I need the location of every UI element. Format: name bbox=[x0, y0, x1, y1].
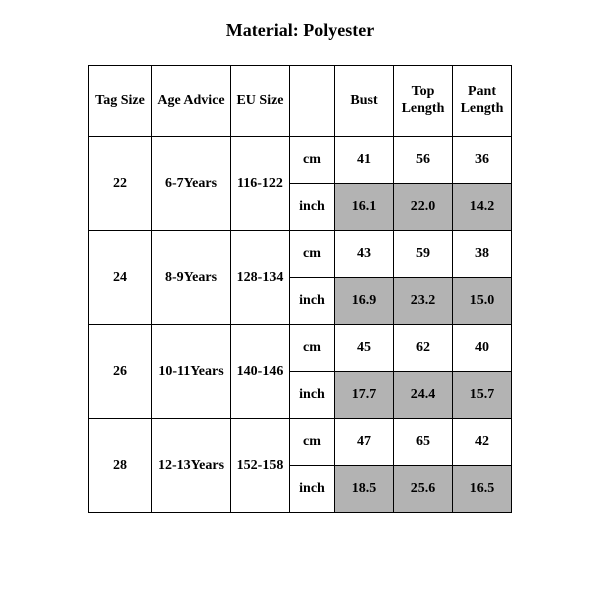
col-header-pant: Pant Length bbox=[453, 66, 512, 137]
cell-pant-cm: 42 bbox=[453, 419, 512, 466]
cell-tag: 28 bbox=[89, 419, 152, 513]
cell-pant-cm: 38 bbox=[453, 231, 512, 278]
cell-pant-cm: 40 bbox=[453, 325, 512, 372]
cell-bust-inch: 16.1 bbox=[335, 184, 394, 231]
cell-top-cm: 56 bbox=[394, 137, 453, 184]
cell-top-inch: 25.6 bbox=[394, 466, 453, 513]
cell-top-inch: 23.2 bbox=[394, 278, 453, 325]
table-row: 22 6-7Years 116-122 cm 41 56 36 bbox=[89, 137, 512, 184]
col-header-age: Age Advice bbox=[152, 66, 231, 137]
cell-eu: 116-122 bbox=[231, 137, 290, 231]
cell-unit-inch: inch bbox=[290, 466, 335, 513]
size-table: Tag Size Age Advice EU Size Bust Top Leng… bbox=[88, 65, 512, 513]
cell-top-cm: 65 bbox=[394, 419, 453, 466]
cell-age: 6-7Years bbox=[152, 137, 231, 231]
cell-bust-cm: 41 bbox=[335, 137, 394, 184]
page: Material: Polyester Tag Size Age Advice … bbox=[0, 0, 600, 600]
cell-eu: 128-134 bbox=[231, 231, 290, 325]
cell-age: 8-9Years bbox=[152, 231, 231, 325]
cell-unit-inch: inch bbox=[290, 184, 335, 231]
col-header-top: Top Length bbox=[394, 66, 453, 137]
cell-tag: 22 bbox=[89, 137, 152, 231]
table-row: 28 12-13Years 152-158 cm 47 65 42 bbox=[89, 419, 512, 466]
cell-tag: 26 bbox=[89, 325, 152, 419]
cell-unit-cm: cm bbox=[290, 137, 335, 184]
cell-eu: 140-146 bbox=[231, 325, 290, 419]
cell-top-cm: 59 bbox=[394, 231, 453, 278]
table-row: 26 10-11Years 140-146 cm 45 62 40 bbox=[89, 325, 512, 372]
cell-tag: 24 bbox=[89, 231, 152, 325]
cell-eu: 152-158 bbox=[231, 419, 290, 513]
col-header-top-l2: Length bbox=[402, 101, 445, 116]
table-header-row: Tag Size Age Advice EU Size Bust Top Leng… bbox=[89, 66, 512, 137]
page-title: Material: Polyester bbox=[0, 20, 600, 41]
cell-bust-inch: 16.9 bbox=[335, 278, 394, 325]
cell-age: 10-11Years bbox=[152, 325, 231, 419]
cell-pant-inch: 16.5 bbox=[453, 466, 512, 513]
cell-unit-inch: inch bbox=[290, 278, 335, 325]
cell-bust-inch: 18.5 bbox=[335, 466, 394, 513]
cell-unit-cm: cm bbox=[290, 231, 335, 278]
cell-pant-inch: 15.7 bbox=[453, 372, 512, 419]
col-header-eu: EU Size bbox=[231, 66, 290, 137]
cell-top-cm: 62 bbox=[394, 325, 453, 372]
cell-unit-cm: cm bbox=[290, 325, 335, 372]
table-row: 24 8-9Years 128-134 cm 43 59 38 bbox=[89, 231, 512, 278]
cell-unit-inch: inch bbox=[290, 372, 335, 419]
cell-bust-inch: 17.7 bbox=[335, 372, 394, 419]
cell-unit-cm: cm bbox=[290, 419, 335, 466]
cell-pant-inch: 15.0 bbox=[453, 278, 512, 325]
cell-top-inch: 22.0 bbox=[394, 184, 453, 231]
col-header-bust: Bust bbox=[335, 66, 394, 137]
cell-top-inch: 24.4 bbox=[394, 372, 453, 419]
col-header-pant-l2: Length bbox=[461, 101, 504, 116]
cell-pant-inch: 14.2 bbox=[453, 184, 512, 231]
col-header-pant-l1: Pant bbox=[468, 84, 496, 99]
cell-pant-cm: 36 bbox=[453, 137, 512, 184]
cell-bust-cm: 43 bbox=[335, 231, 394, 278]
col-header-top-l1: Top bbox=[412, 84, 435, 99]
col-header-unit bbox=[290, 66, 335, 137]
col-header-tag: Tag Size bbox=[89, 66, 152, 137]
cell-age: 12-13Years bbox=[152, 419, 231, 513]
cell-bust-cm: 47 bbox=[335, 419, 394, 466]
cell-bust-cm: 45 bbox=[335, 325, 394, 372]
